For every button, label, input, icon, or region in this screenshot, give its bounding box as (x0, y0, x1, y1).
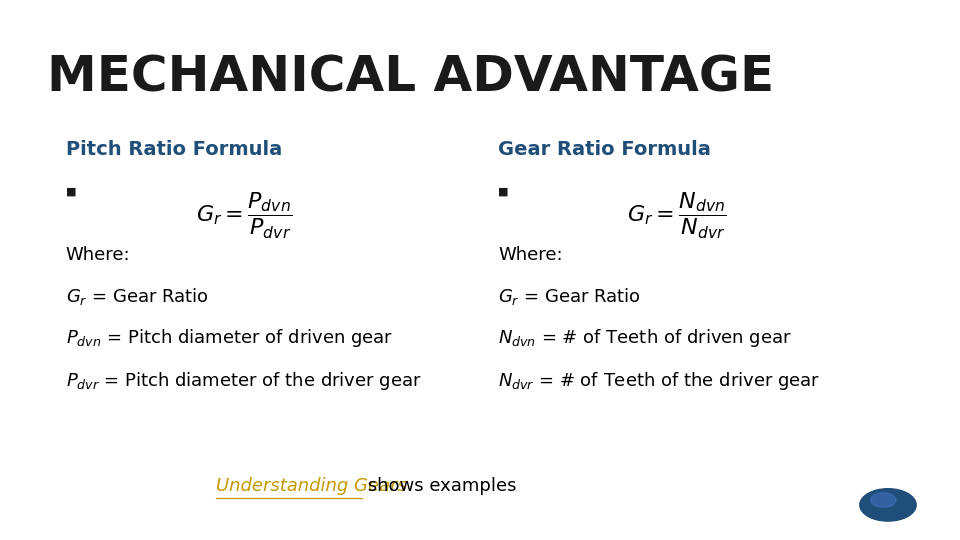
Text: ■: ■ (498, 186, 509, 197)
Circle shape (871, 492, 896, 508)
Text: Where:: Where: (498, 246, 563, 264)
Circle shape (860, 489, 916, 521)
Text: $P_{dvr}$ = Pitch diameter of the driver gear: $P_{dvr}$ = Pitch diameter of the driver… (66, 370, 421, 392)
Text: $G_r = \dfrac{P_{dvn}}{P_{dvr}}$: $G_r = \dfrac{P_{dvn}}{P_{dvr}}$ (196, 191, 293, 241)
Text: $G_r = \dfrac{N_{dvn}}{N_{dvr}}$: $G_r = \dfrac{N_{dvn}}{N_{dvr}}$ (627, 191, 727, 241)
Text: Pitch Ratio Formula: Pitch Ratio Formula (66, 140, 282, 159)
Text: MECHANICAL ADVANTAGE: MECHANICAL ADVANTAGE (47, 54, 774, 102)
Text: $P_{dvn}$ = Pitch diameter of driven gear: $P_{dvn}$ = Pitch diameter of driven gea… (66, 327, 393, 349)
Text: $G_r$ = Gear Ratio: $G_r$ = Gear Ratio (498, 286, 641, 307)
Text: shows examples: shows examples (362, 477, 516, 495)
Text: $N_{dvr}$ = # of Teeth of the driver gear: $N_{dvr}$ = # of Teeth of the driver gea… (498, 370, 820, 392)
Text: Where:: Where: (66, 246, 131, 264)
Text: $G_r$ = Gear Ratio: $G_r$ = Gear Ratio (66, 286, 208, 307)
Text: Gear Ratio Formula: Gear Ratio Formula (498, 140, 711, 159)
Text: $N_{dvn}$ = # of Teeth of driven gear: $N_{dvn}$ = # of Teeth of driven gear (498, 327, 792, 349)
Text: ■: ■ (66, 186, 76, 197)
Text: Understanding Gears: Understanding Gears (216, 477, 407, 495)
